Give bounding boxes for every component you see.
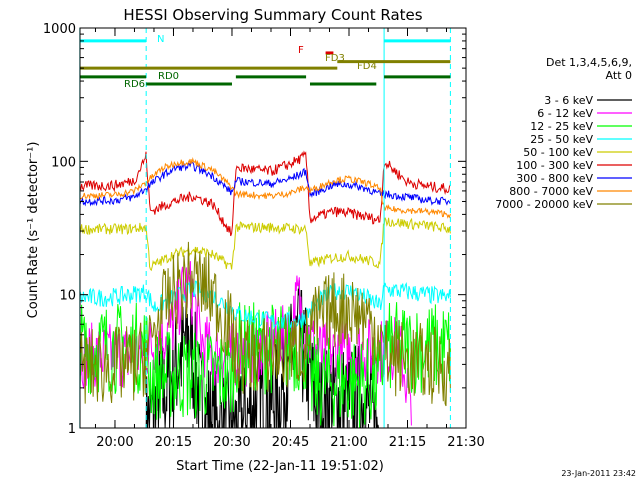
legend-header: Det 1,3,4,5,6,9, (546, 56, 632, 69)
series-line (80, 302, 451, 428)
y-tick-label: 1 (68, 422, 76, 437)
x-tick-label: 21:00 (330, 435, 367, 450)
x-tick-label: 21:15 (389, 435, 426, 450)
y-tick-label: 1000 (43, 22, 76, 37)
flag-label: RD0 (158, 71, 179, 82)
x-axis-label: Start Time (22-Jan-11 19:51:02) (176, 459, 384, 474)
legend-label: 12 - 25 keV (530, 120, 593, 133)
axes: 1 10 100 1000 20:00 20:15 20:30 20:45 21:00 21:15… (43, 22, 485, 450)
series-line (80, 217, 451, 272)
x-tick-label: 20:45 (272, 435, 309, 450)
flag-label: FD3 (325, 53, 345, 64)
series-line (80, 157, 451, 219)
x-tick-label: 20:15 (155, 435, 192, 450)
x-tick-label: 20:00 (96, 435, 133, 450)
timestamp: 23-Jan-2011 23:42 (561, 469, 636, 478)
series-line (80, 280, 451, 330)
legend-label: 3 - 6 keV (544, 94, 593, 107)
chart-title: HESSI Observing Summary Count Rates (123, 6, 422, 24)
flag-label: N (157, 34, 164, 45)
legend-label: 25 - 50 keV (530, 133, 593, 146)
flag-label: F (298, 45, 304, 56)
plot-frame (79, 27, 467, 429)
legend-label: 300 - 800 keV (516, 172, 593, 185)
series-line (80, 150, 451, 237)
series-group (80, 150, 451, 428)
y-tick-label: 10 (59, 289, 76, 304)
legend-label: 50 - 100 keV (523, 146, 593, 159)
flag-label: FD4 (357, 61, 377, 72)
series-line (80, 241, 451, 407)
legend-label: 7000 - 20000 keV (495, 198, 593, 211)
legend-label: 6 - 12 keV (537, 107, 593, 120)
x-tick-label: 20:30 (213, 435, 250, 450)
y-axis-label: Count Rate (s⁻¹ detector⁻¹) (26, 142, 41, 319)
legend-header: Att 0 (606, 69, 632, 82)
x-tick-label: 21:30 (447, 435, 484, 450)
y-tick-label: 100 (51, 155, 76, 170)
flag-label: RD6 (124, 79, 145, 90)
plot-area: N F FD3 FD4 RD0 RD6 (79, 28, 451, 428)
legend-label: 100 - 300 keV (516, 159, 593, 172)
series-line (80, 161, 451, 207)
legend-label: 800 - 7000 keV (509, 185, 593, 198)
